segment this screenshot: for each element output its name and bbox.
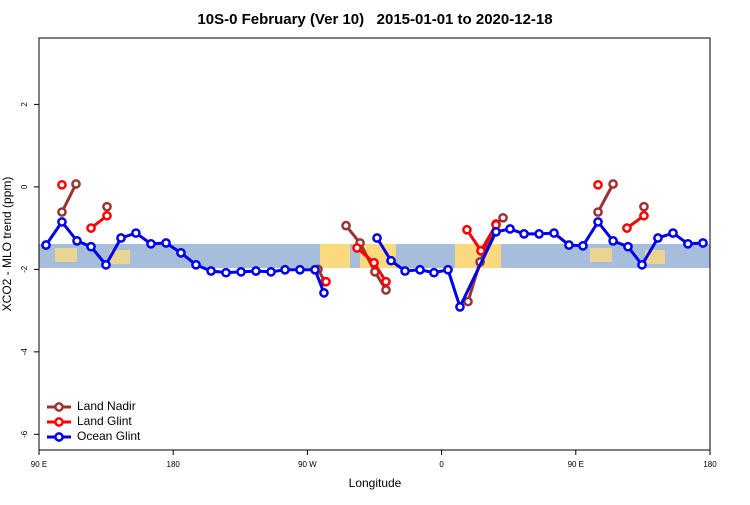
land-patch bbox=[590, 248, 612, 262]
data-point bbox=[653, 233, 663, 243]
data-point bbox=[72, 236, 82, 246]
data-point bbox=[146, 238, 156, 249]
x-axis-label: Longitude bbox=[349, 476, 402, 490]
y-tick-label: 0 bbox=[20, 184, 29, 189]
data-point bbox=[462, 224, 472, 235]
y-tick-label: -2 bbox=[20, 265, 29, 273]
data-point bbox=[102, 201, 112, 212]
data-point bbox=[319, 288, 329, 298]
data-point bbox=[86, 241, 96, 252]
x-tick-label: 180 bbox=[703, 460, 717, 469]
data-point bbox=[623, 241, 633, 252]
land-patch bbox=[55, 248, 77, 262]
data-point bbox=[564, 240, 574, 250]
data-point bbox=[86, 223, 96, 233]
data-point bbox=[519, 229, 529, 239]
data-point bbox=[372, 233, 382, 243]
data-point bbox=[622, 223, 632, 233]
data-point bbox=[236, 266, 246, 277]
data-point bbox=[381, 276, 391, 287]
data-point bbox=[639, 210, 649, 221]
data-point bbox=[637, 259, 647, 270]
y-tick-label: 2 bbox=[20, 102, 29, 107]
y-axis-label: XCO2 - MLO trend (ppm) bbox=[0, 177, 14, 312]
data-point bbox=[549, 228, 559, 238]
data-point bbox=[352, 243, 362, 253]
y-tick-label: -6 bbox=[20, 430, 29, 438]
data-point bbox=[57, 207, 67, 217]
data-point bbox=[608, 236, 618, 246]
data-point bbox=[71, 179, 81, 189]
data-point bbox=[131, 228, 141, 238]
x-tick-label: 180 bbox=[167, 460, 181, 469]
data-point bbox=[668, 228, 678, 238]
y-tick-label: -4 bbox=[20, 348, 29, 356]
data-point bbox=[41, 240, 51, 250]
plot-frame bbox=[38, 37, 711, 451]
land-patch bbox=[320, 244, 350, 268]
chart-title: 10S-0 February (Ver 10) 2015-01-01 to 20… bbox=[197, 11, 552, 28]
data-point bbox=[683, 238, 693, 249]
data-point bbox=[341, 220, 351, 231]
data-point bbox=[101, 259, 111, 270]
legend-marker bbox=[54, 417, 64, 427]
data-point bbox=[476, 245, 486, 256]
series-line bbox=[60, 183, 78, 213]
data-point bbox=[505, 224, 515, 234]
land-patch bbox=[110, 250, 130, 264]
data-point bbox=[443, 264, 453, 275]
data-point bbox=[280, 264, 290, 275]
data-point bbox=[463, 296, 473, 307]
data-point bbox=[608, 179, 618, 189]
data-point bbox=[295, 264, 305, 275]
data-point bbox=[698, 238, 708, 248]
data-point bbox=[534, 229, 544, 239]
data-point bbox=[57, 217, 67, 227]
data-point bbox=[206, 266, 216, 276]
data-point bbox=[221, 267, 231, 278]
data-point bbox=[415, 264, 425, 275]
data-point bbox=[321, 276, 331, 287]
data-point bbox=[400, 266, 410, 276]
data-point bbox=[593, 207, 603, 217]
legend-marker bbox=[54, 432, 64, 442]
data-point bbox=[310, 264, 320, 275]
legend-label: Ocean Glint bbox=[77, 429, 141, 443]
legend-label: Land Glint bbox=[77, 414, 132, 428]
data-point bbox=[116, 233, 126, 243]
data-point bbox=[191, 259, 201, 270]
series-line bbox=[596, 183, 615, 213]
data-point bbox=[593, 217, 603, 227]
data-point bbox=[498, 212, 508, 223]
data-point bbox=[176, 248, 186, 258]
x-tick-label: 90 E bbox=[31, 460, 47, 469]
data-point bbox=[251, 266, 261, 276]
data-point bbox=[161, 238, 171, 248]
data-point bbox=[102, 210, 112, 221]
x-tick-label: 90 E bbox=[568, 460, 584, 469]
data-point bbox=[639, 201, 649, 212]
data-point bbox=[369, 257, 379, 268]
data-point bbox=[57, 179, 67, 190]
legend-label: Land Nadir bbox=[77, 399, 136, 413]
x-tick-label: 0 bbox=[439, 460, 444, 469]
data-point bbox=[381, 285, 391, 295]
series-line bbox=[375, 219, 704, 311]
legend-marker bbox=[54, 402, 64, 412]
data-point bbox=[491, 226, 501, 237]
data-point bbox=[593, 179, 603, 190]
data-point bbox=[455, 302, 465, 312]
data-point bbox=[578, 241, 588, 251]
data-point bbox=[266, 266, 276, 277]
data-point bbox=[429, 267, 439, 278]
x-tick-label: 90 W bbox=[298, 460, 317, 469]
data-point bbox=[386, 255, 396, 266]
